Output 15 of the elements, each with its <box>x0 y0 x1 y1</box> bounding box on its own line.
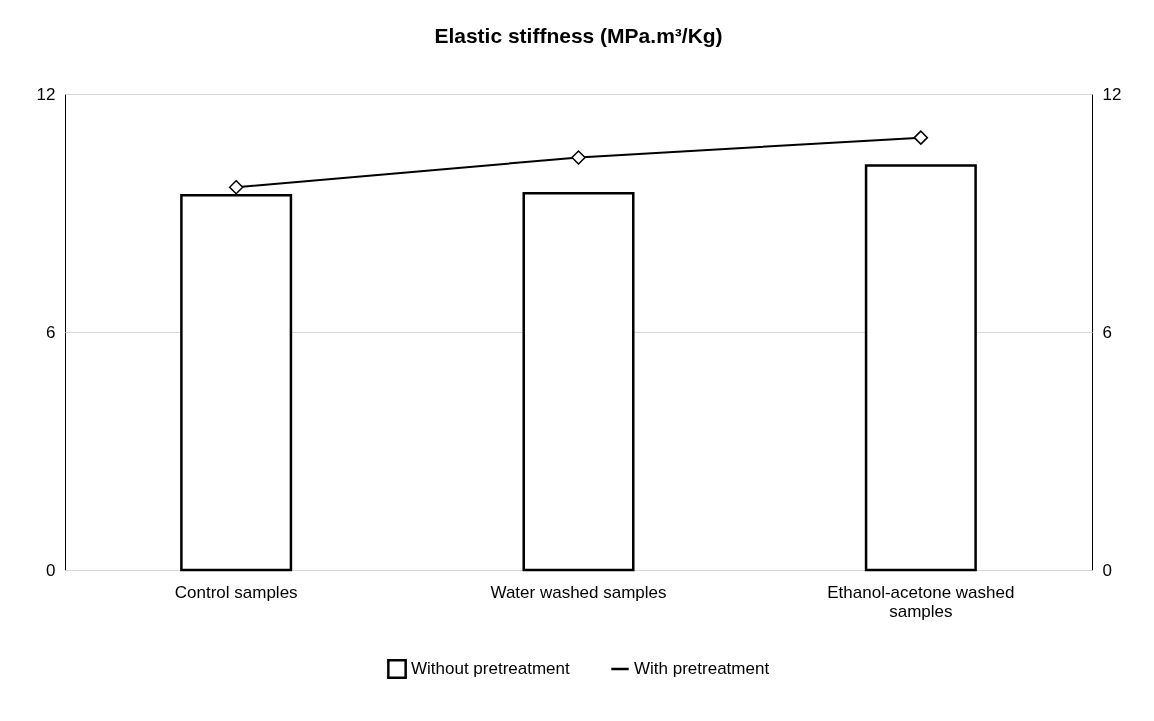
y2-tick-label: 0 <box>1102 560 1112 580</box>
point <box>913 130 929 145</box>
y2-tick-label: 6 <box>1102 322 1112 342</box>
chart-title: Elastic stiffness (MPa.m³/Kg) <box>434 24 723 47</box>
y-tick-label: 6 <box>46 322 56 342</box>
x-tick-label: Water washed samples <box>490 582 667 602</box>
y-tick-label: 12 <box>36 84 56 104</box>
x-tick-label: Ethanol-acetone washed samples <box>827 582 1015 621</box>
x-tick-label: Control samples <box>174 582 298 602</box>
point <box>571 150 586 165</box>
legend-label: With pretreatment <box>634 659 770 678</box>
legend-label: Without pretreatment <box>411 659 571 678</box>
point <box>228 179 244 195</box>
y2-tick-label: 12 <box>1102 84 1122 104</box>
y-tick-label: 0 <box>46 560 56 580</box>
